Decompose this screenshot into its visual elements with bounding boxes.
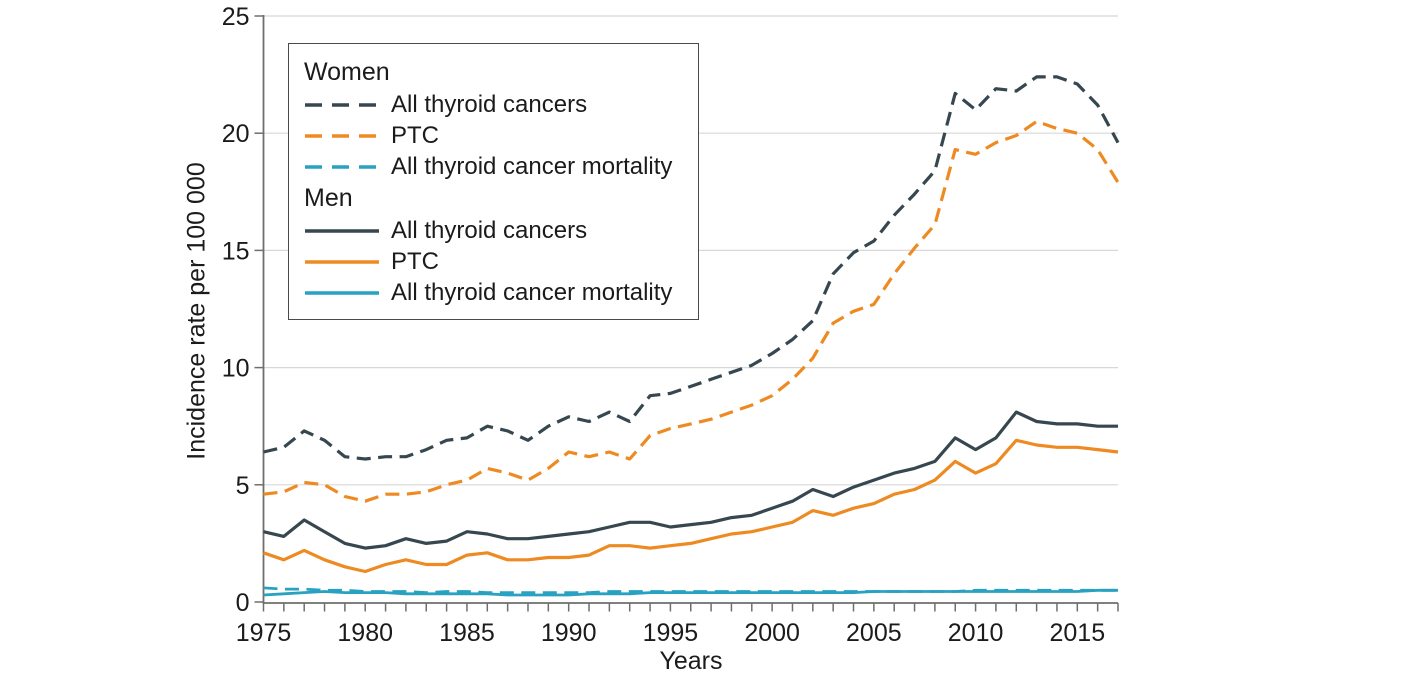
women-ptc-line-sample [305,133,379,138]
x-tick-label-1975: 1975 [236,619,292,647]
legend-item-label: PTC [391,121,439,149]
y-tick-label-0: 0 [236,589,250,617]
legend-item-men-mortality: All thyroid cancer mortality [304,277,688,308]
series-line-women-mortality [263,586,1118,594]
x-tick-label-1985: 1985 [439,619,495,647]
y-tick-label-5: 5 [236,472,250,500]
series-line-men-ptc [262,438,1119,574]
y-tick-label-15: 15 [222,237,250,265]
x-tick-label-2005: 2005 [846,619,902,647]
y-tick-label-10: 10 [222,355,250,383]
x-tick-label-1990: 1990 [541,619,597,647]
y-axis-title: Incidence rate per 100 000 [182,162,211,460]
series-line-women-ptc [263,119,1120,503]
chart-legend: Women All thyroid cancers PTC All thyroi… [288,43,699,320]
legend-item-women-mortality: All thyroid cancer mortality [304,151,688,182]
y-tick-label-25: 25 [222,3,250,31]
series-line-men-mortality [263,588,1118,597]
legend-group-label-women: Women [304,58,390,86]
series-line-men-all [263,410,1118,550]
legend-item-label: PTC [391,247,439,275]
x-axis-title: Years [659,647,723,675]
legend-item-label: All thyroid cancers [391,216,588,244]
series-line-women-all [263,75,1120,461]
men-mortality-line-sample [305,290,379,295]
x-tick-label-1980: 1980 [337,619,393,647]
legend-item-label: All thyroid cancers [391,90,588,118]
x-tick-label-2010: 2010 [948,619,1004,647]
legend-item-men-ptc: PTC [304,246,688,277]
men-all-line-sample [305,228,379,233]
women-all-line-sample [305,102,379,107]
men-ptc-line-sample [305,259,379,264]
legend-item-men-all: All thyroid cancers [304,215,688,246]
legend-group-label-men: Men [304,184,353,212]
x-tick-label-1995: 1995 [643,619,699,647]
legend-item-women-ptc: PTC [304,120,688,151]
legend-item-label: All thyroid cancer mortality [391,278,673,306]
women-mortality-line-sample [305,164,379,169]
x-tick-label-2000: 2000 [744,619,800,647]
legend-item-label: All thyroid cancer mortality [391,152,673,180]
x-tick-label-2015: 2015 [1049,619,1105,647]
legend-item-women-all: All thyroid cancers [304,89,688,120]
y-tick-label-20: 20 [222,120,250,148]
